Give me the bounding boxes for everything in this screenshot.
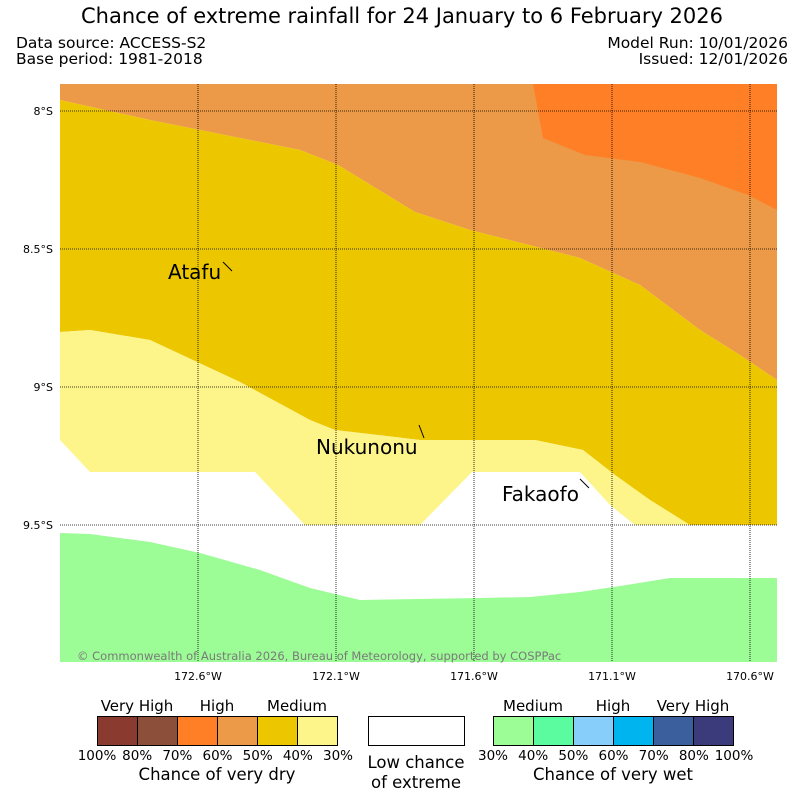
legend-dry-swatch <box>258 717 298 745</box>
legend-wet-swatch <box>494 717 534 745</box>
legend-dry-tick-label: 50% <box>242 748 273 764</box>
base-period-text: Base period: 1981-2018 <box>16 50 203 68</box>
region-dry-high <box>533 84 777 210</box>
region-dry-high-light <box>60 84 777 380</box>
legend-dry-swatch <box>298 717 337 745</box>
model-run-text: Model Run: 10/01/2026 <box>607 34 788 52</box>
legend-wet-tick-label: 100% <box>714 748 754 764</box>
legend-dry-swatch <box>98 717 138 745</box>
region-dry-medium <box>60 100 777 525</box>
legend-dry-swatch <box>138 717 178 745</box>
issued-text: Issued: 12/01/2026 <box>638 50 788 68</box>
region-dry-medium-light <box>60 330 690 525</box>
fakaofo-leader <box>579 478 590 489</box>
legend-dry-tick-label: 60% <box>202 748 233 764</box>
legend-dry-tick-label: 30% <box>322 748 354 764</box>
legend-wet-tick-label: 60% <box>598 748 629 764</box>
lon-label: 172.6°W <box>174 670 222 683</box>
legend-dry-category: High <box>199 697 235 715</box>
copyright-text: © Commonwealth of Australia 2026, Bureau… <box>77 649 561 663</box>
legend-dry-swatch <box>178 717 218 745</box>
legend-wet-tick-label: 40% <box>518 748 549 764</box>
legend-wet-swatch <box>694 717 733 745</box>
lon-label: 172.1°W <box>312 670 360 683</box>
legend-wet-tick-label: 70% <box>638 748 669 764</box>
legend-wet-swatch <box>614 717 654 745</box>
legend-wet-caption: Chance of very wet <box>533 765 693 784</box>
legend-dry-tick-label: 70% <box>162 748 193 764</box>
legend-wet-tick-label: 50% <box>558 748 589 764</box>
lon-label: 171.6°W <box>450 670 498 683</box>
legend-wet-category: Very High <box>656 697 730 715</box>
place-nukunonu: Nukunonu <box>316 435 418 459</box>
map-gridlines <box>60 84 777 662</box>
lat-label: 9°S <box>34 381 53 394</box>
map-regions <box>60 84 777 662</box>
legend-dry-tick-label: 80% <box>122 748 153 764</box>
lat-label: 8.5°S <box>23 243 53 256</box>
legend-neutral-caption-2: of extreme <box>370 773 462 792</box>
legend-wet-swatch <box>574 717 614 745</box>
legend-dry-colorbar <box>97 716 338 746</box>
legend-wet-tick-label: 80% <box>678 748 709 764</box>
atafu-leader <box>222 261 233 272</box>
region-wet-medium-light <box>60 533 777 662</box>
legend-wet-tick-label: 30% <box>477 748 509 764</box>
legend-wet-category: High <box>595 697 631 715</box>
data-source-text: Data source: ACCESS-S2 <box>16 34 207 52</box>
legend-neutral-caption-1: Low chance <box>367 753 465 772</box>
nukunonu-leader <box>418 424 425 439</box>
legend-dry-tick-label: 100% <box>77 748 117 764</box>
legend-wet-category: Medium <box>503 697 563 715</box>
legend-wet-colorbar <box>493 716 734 746</box>
legend-neutral-swatch <box>368 716 465 746</box>
place-atafu: Atafu <box>168 260 221 284</box>
legend-dry-category: Very High <box>100 697 174 715</box>
legend-dry-category: Medium <box>267 697 327 715</box>
lat-label: 8°S <box>34 105 53 118</box>
map-title: Chance of extreme rainfall for 24 Januar… <box>80 4 724 28</box>
legend-dry-tick-label: 40% <box>282 748 313 764</box>
legend-wet-swatch <box>654 717 694 745</box>
legend-wet-swatch <box>534 717 574 745</box>
legend-dry-caption: Chance of very dry <box>138 765 296 784</box>
legend-dry-swatch <box>218 717 258 745</box>
lon-label: 170.6°W <box>726 670 774 683</box>
place-fakaofo: Fakaofo <box>502 482 579 506</box>
lon-label: 171.1°W <box>588 670 636 683</box>
lat-label: 9.5°S <box>23 519 53 532</box>
